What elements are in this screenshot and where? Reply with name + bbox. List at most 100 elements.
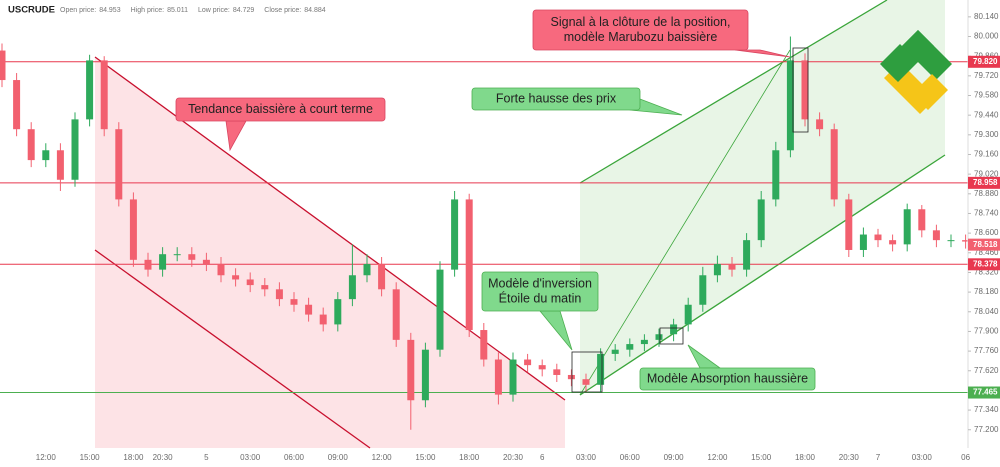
candle-body	[553, 369, 561, 375]
header-bg	[0, 0, 300, 20]
candle-body	[465, 199, 473, 331]
callout-box	[481, 271, 599, 312]
candle-body	[378, 264, 386, 290]
candles	[0, 36, 970, 430]
candle-body	[699, 275, 707, 305]
price-tag	[968, 176, 1000, 189]
x-tick-label: 20:30	[153, 453, 174, 462]
candle-body	[524, 359, 532, 366]
pattern-box	[659, 327, 684, 345]
y-tick-label: 79.160	[974, 150, 999, 159]
price-tag	[968, 55, 1000, 68]
y-tick-label: 77.620	[974, 366, 999, 375]
candle-body	[801, 60, 809, 120]
header-label: High price:	[131, 7, 165, 14]
candle-body	[275, 289, 283, 300]
y-tick-label: 78.600	[974, 228, 999, 237]
header-value: 84.884	[304, 7, 326, 14]
candle-body	[334, 299, 342, 325]
candle-body	[874, 234, 882, 241]
y-tick-label: 79.720	[974, 71, 999, 80]
candle-body	[159, 254, 167, 270]
x-tick-label: 06	[961, 453, 970, 462]
candle-body	[129, 199, 137, 260]
x-tick-label: 15:00	[415, 453, 436, 462]
candle-body	[903, 209, 911, 245]
y-tick-label: 80.000	[974, 32, 999, 41]
price-tag	[968, 238, 1000, 251]
candle-body	[626, 344, 634, 350]
candle-body	[421, 349, 429, 401]
x-tick-label: 6	[540, 453, 545, 462]
x-tick-label: 12:00	[707, 453, 728, 462]
candle-body	[42, 150, 50, 161]
x-axis: 12:00 15:00 18:00 20:30 5 03:00 06:00 09:00 12:0…	[36, 453, 971, 462]
candle-body	[202, 259, 210, 265]
candle-body	[27, 129, 35, 161]
header-value: 84.729	[233, 7, 255, 14]
x-tick-label: 18:00	[795, 453, 816, 462]
annotations: Tendance baissière à court terme Forte ha…	[175, 9, 816, 391]
candle-body	[918, 209, 926, 231]
candle-body	[348, 275, 356, 300]
y-tick-label: 77.760	[974, 346, 999, 355]
candle-body	[451, 199, 459, 270]
x-tick-label: 18:00	[459, 453, 480, 462]
candle-body	[772, 150, 780, 200]
callout-text: Signal à la clôture de la position,	[551, 15, 731, 29]
up-channel-lower	[579, 154, 946, 396]
callout-text: Forte hausse des prix	[496, 91, 617, 105]
candle-body	[947, 240, 955, 242]
x-tick-label: 15:00	[80, 453, 101, 462]
callout-text: Modèle Absorption haussière	[647, 371, 808, 385]
candle-body	[86, 60, 94, 120]
x-tick-label: 18:00	[123, 453, 144, 462]
price-tag	[968, 258, 1000, 271]
x-tick-label: 03:00	[912, 453, 933, 462]
price-tag-label: 78.518	[973, 240, 998, 249]
y-tick-label: 79.580	[974, 91, 999, 100]
callout-text: Étoile du matin	[499, 290, 582, 305]
y-tick-label: 79.300	[974, 130, 999, 139]
logo	[880, 30, 952, 114]
pattern-box	[571, 351, 603, 393]
candle-body	[480, 330, 488, 360]
candle-body	[786, 60, 794, 151]
price-tag-label: 78.958	[973, 178, 998, 187]
candle-body	[290, 299, 298, 305]
header-label: Open price:	[60, 7, 96, 14]
callout-box	[639, 367, 816, 391]
candle-body	[845, 199, 853, 250]
candle-body	[13, 80, 21, 130]
callout-box	[532, 9, 749, 51]
candle-body	[859, 234, 867, 250]
candle-body	[567, 374, 575, 380]
y-tick-label: 78.040	[974, 307, 999, 316]
x-tick-label: 03:00	[240, 453, 261, 462]
y-tick-label: 79.440	[974, 110, 999, 119]
y-tick-label: 78.180	[974, 287, 999, 296]
candle-body	[611, 349, 619, 354]
x-tick-label: 06:00	[284, 453, 305, 462]
candle-body	[71, 119, 79, 180]
candle-body	[743, 240, 751, 270]
x-tick-label: 06:00	[620, 453, 641, 462]
candle-body	[640, 339, 648, 345]
x-tick-label: 15:00	[751, 453, 772, 462]
callout-tail	[734, 49, 791, 58]
x-tick-label: 12:00	[372, 453, 393, 462]
candle-body	[319, 314, 327, 325]
candle-body	[713, 264, 721, 276]
y-tick-label: 78.740	[974, 209, 999, 218]
candle-body	[246, 279, 254, 286]
y-tick-label: 77.340	[974, 405, 999, 414]
y-axis: 77.20077.34077.48077.62077.76077.90078.0…	[968, 12, 1000, 434]
callout-text: modèle Marubozu baissière	[564, 30, 718, 44]
candle-body	[494, 359, 502, 395]
candle-body	[261, 285, 269, 290]
x-tick-label: 09:00	[328, 453, 349, 462]
candle-body	[962, 240, 970, 242]
candle-body	[597, 353, 605, 385]
candle-body	[56, 150, 64, 180]
